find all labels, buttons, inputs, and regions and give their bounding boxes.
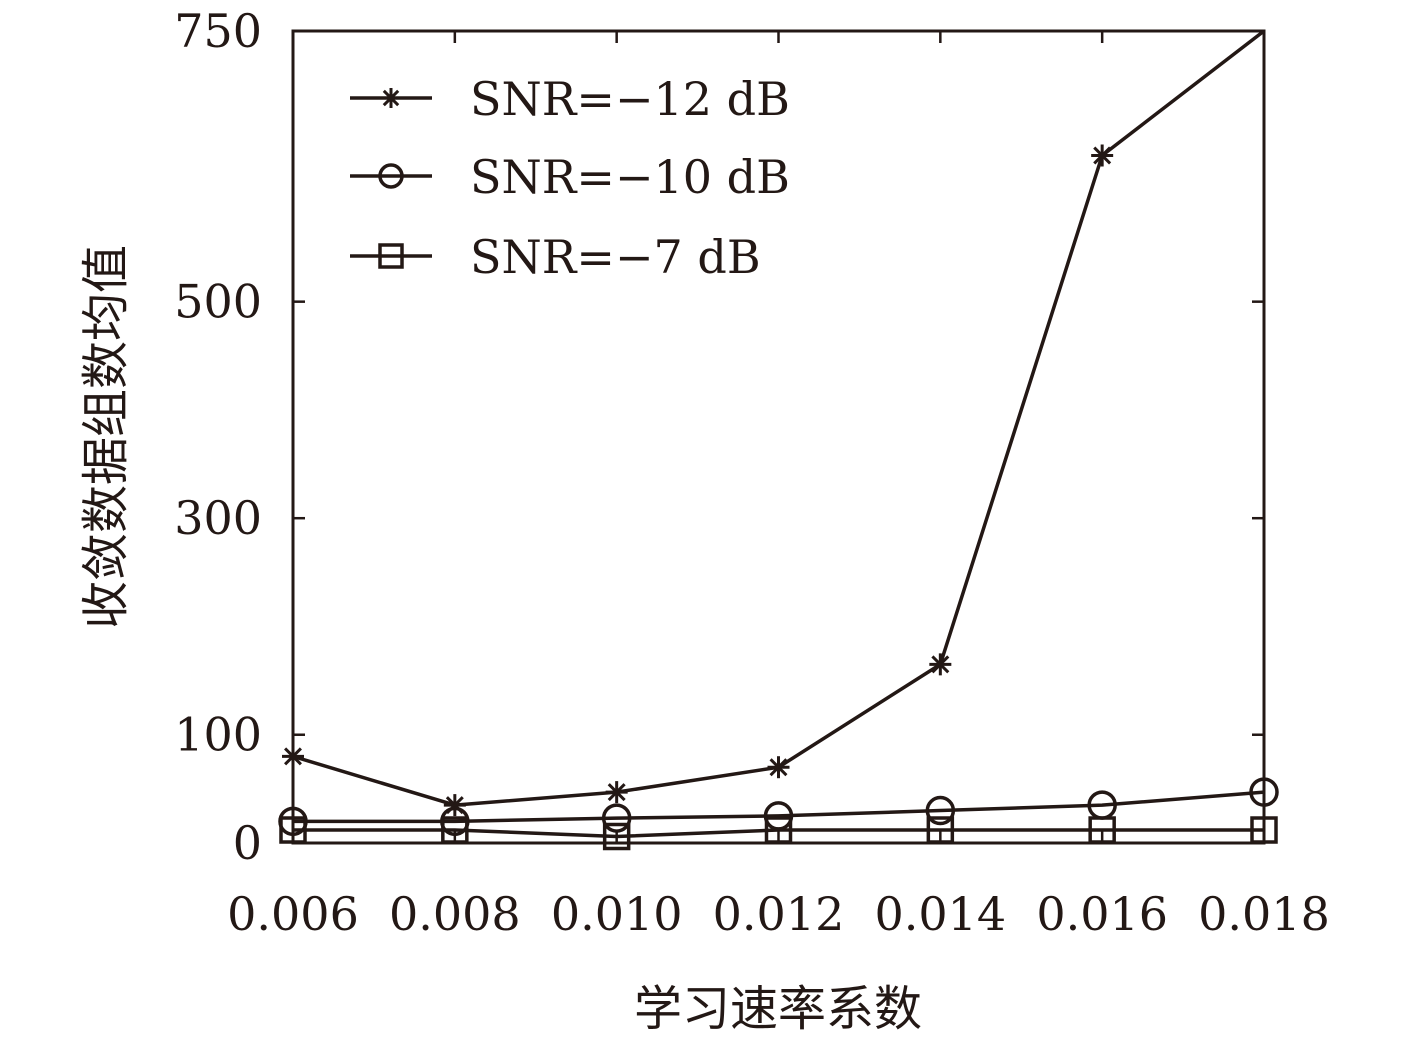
y-axis-title: 收敛数据组数均值 [78, 245, 134, 629]
x-tick-label: 0.010 [551, 887, 683, 941]
x-axis-ticks: 0.006 0.008 0.010 0.012 0.014 0.016 0.018 [227, 31, 1330, 941]
series-line [293, 828, 1264, 839]
circle-marker [601, 803, 632, 833]
y-tick-label: 100 [174, 708, 262, 762]
legend-label: SNR=−7 dB [470, 230, 761, 284]
star-marker-stroke [382, 89, 400, 107]
star-marker-stroke [607, 783, 626, 802]
series-line [292, 29, 1266, 807]
square-marker [602, 822, 631, 851]
square-marker [378, 243, 404, 269]
series-layer [278, 29, 1279, 851]
x-tick-label: 0.008 [389, 887, 521, 941]
legend: SNR=−12 dB SNR=−10 dB SNR=−7 dB [350, 72, 790, 284]
series-circle [278, 777, 1279, 837]
circle-marker [378, 163, 404, 189]
square-marker [764, 816, 793, 844]
x-tick-label: 0.016 [1036, 887, 1168, 941]
square-marker [926, 816, 955, 844]
x-tick-label: 0.018 [1198, 887, 1330, 941]
star-marker-stroke [769, 758, 788, 777]
star-marker-stroke [1093, 146, 1112, 165]
legend-label: SNR=−10 dB [470, 150, 790, 204]
y-tick-label: 750 [174, 4, 262, 58]
star-marker-stroke [931, 655, 950, 674]
series-star [282, 29, 1266, 817]
y-tick-label: 500 [174, 275, 262, 329]
y-axis-ticks: 0 100 300 500 750 [174, 4, 1264, 870]
x-axis-title: 学习速率系数 [634, 981, 922, 1037]
x-tick-label: 0.006 [227, 887, 359, 941]
circle-marker [925, 795, 956, 826]
y-tick-label: 0 [233, 816, 262, 870]
square-marker [441, 816, 469, 844]
x-tick-label: 0.012 [713, 887, 845, 941]
square-marker [279, 816, 307, 844]
star-marker-stroke [284, 747, 302, 766]
series-square [279, 816, 1278, 851]
legend-label: SNR=−12 dB [470, 72, 790, 126]
y-tick-label: 300 [174, 491, 262, 545]
square-marker [1088, 816, 1116, 844]
x-tick-label: 0.014 [874, 887, 1006, 941]
circle-marker [1249, 777, 1279, 807]
square-marker [1250, 816, 1278, 844]
series-line [293, 790, 1265, 824]
